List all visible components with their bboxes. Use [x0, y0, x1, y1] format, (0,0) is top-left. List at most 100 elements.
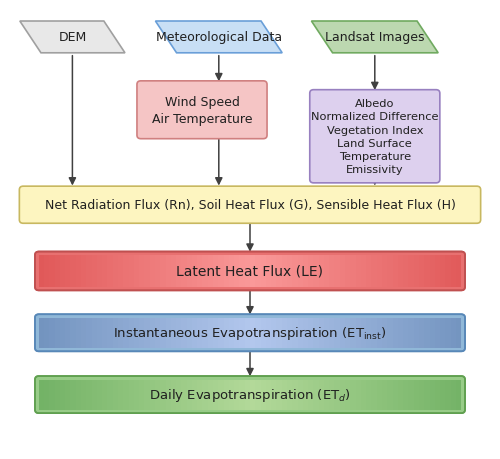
- FancyBboxPatch shape: [276, 380, 281, 410]
- FancyBboxPatch shape: [408, 256, 414, 287]
- FancyBboxPatch shape: [86, 318, 92, 348]
- FancyBboxPatch shape: [234, 256, 239, 287]
- FancyBboxPatch shape: [450, 318, 456, 348]
- FancyBboxPatch shape: [430, 318, 435, 348]
- FancyBboxPatch shape: [202, 380, 208, 410]
- Text: Daily Evapotranspiration (ET$_{d}$): Daily Evapotranspiration (ET$_{d}$): [149, 386, 351, 403]
- FancyBboxPatch shape: [318, 318, 324, 348]
- FancyBboxPatch shape: [128, 256, 134, 287]
- FancyBboxPatch shape: [287, 318, 292, 348]
- FancyBboxPatch shape: [266, 318, 271, 348]
- FancyBboxPatch shape: [414, 256, 419, 287]
- FancyBboxPatch shape: [124, 380, 128, 410]
- FancyBboxPatch shape: [240, 256, 244, 287]
- FancyBboxPatch shape: [208, 380, 213, 410]
- FancyBboxPatch shape: [376, 256, 382, 287]
- Text: Net Radiation Flux (Rn), Soil Heat Flux (G), Sensible Heat Flux (H): Net Radiation Flux (Rn), Soil Heat Flux …: [44, 199, 456, 212]
- FancyBboxPatch shape: [382, 380, 388, 410]
- FancyBboxPatch shape: [182, 380, 186, 410]
- Text: DEM: DEM: [58, 31, 86, 45]
- Polygon shape: [156, 22, 282, 54]
- FancyBboxPatch shape: [208, 256, 213, 287]
- FancyBboxPatch shape: [266, 380, 271, 410]
- FancyBboxPatch shape: [70, 380, 76, 410]
- FancyBboxPatch shape: [176, 318, 182, 348]
- FancyBboxPatch shape: [350, 318, 356, 348]
- FancyBboxPatch shape: [160, 380, 166, 410]
- FancyBboxPatch shape: [35, 314, 465, 352]
- FancyBboxPatch shape: [376, 380, 382, 410]
- FancyBboxPatch shape: [308, 380, 314, 410]
- FancyBboxPatch shape: [310, 90, 440, 184]
- FancyBboxPatch shape: [292, 256, 298, 287]
- FancyBboxPatch shape: [440, 380, 446, 410]
- FancyBboxPatch shape: [112, 256, 118, 287]
- FancyBboxPatch shape: [456, 256, 461, 287]
- FancyBboxPatch shape: [345, 318, 350, 348]
- FancyBboxPatch shape: [81, 380, 86, 410]
- FancyBboxPatch shape: [440, 256, 446, 287]
- FancyBboxPatch shape: [340, 256, 345, 287]
- FancyBboxPatch shape: [308, 318, 314, 348]
- FancyBboxPatch shape: [155, 380, 160, 410]
- FancyBboxPatch shape: [366, 380, 372, 410]
- FancyBboxPatch shape: [60, 380, 65, 410]
- FancyBboxPatch shape: [192, 256, 197, 287]
- FancyBboxPatch shape: [108, 380, 112, 410]
- FancyBboxPatch shape: [282, 380, 287, 410]
- FancyBboxPatch shape: [282, 318, 287, 348]
- FancyBboxPatch shape: [65, 380, 70, 410]
- FancyBboxPatch shape: [76, 318, 81, 348]
- FancyBboxPatch shape: [334, 318, 340, 348]
- FancyBboxPatch shape: [318, 256, 324, 287]
- FancyBboxPatch shape: [388, 318, 392, 348]
- FancyBboxPatch shape: [54, 318, 60, 348]
- FancyBboxPatch shape: [403, 256, 408, 287]
- FancyBboxPatch shape: [144, 380, 150, 410]
- FancyBboxPatch shape: [39, 380, 44, 410]
- FancyBboxPatch shape: [118, 380, 124, 410]
- FancyBboxPatch shape: [197, 318, 202, 348]
- FancyBboxPatch shape: [446, 256, 450, 287]
- FancyBboxPatch shape: [192, 318, 197, 348]
- FancyBboxPatch shape: [134, 318, 139, 348]
- FancyBboxPatch shape: [430, 256, 435, 287]
- FancyBboxPatch shape: [224, 256, 229, 287]
- FancyBboxPatch shape: [108, 256, 112, 287]
- FancyBboxPatch shape: [229, 318, 234, 348]
- FancyBboxPatch shape: [435, 256, 440, 287]
- FancyBboxPatch shape: [240, 318, 244, 348]
- FancyBboxPatch shape: [166, 318, 171, 348]
- FancyBboxPatch shape: [144, 256, 150, 287]
- FancyBboxPatch shape: [112, 380, 118, 410]
- FancyBboxPatch shape: [318, 380, 324, 410]
- FancyBboxPatch shape: [234, 318, 239, 348]
- FancyBboxPatch shape: [118, 256, 124, 287]
- FancyBboxPatch shape: [70, 256, 76, 287]
- FancyBboxPatch shape: [345, 256, 350, 287]
- FancyBboxPatch shape: [414, 318, 419, 348]
- FancyBboxPatch shape: [446, 380, 450, 410]
- FancyBboxPatch shape: [392, 256, 398, 287]
- FancyBboxPatch shape: [128, 318, 134, 348]
- FancyBboxPatch shape: [102, 318, 108, 348]
- FancyBboxPatch shape: [314, 256, 318, 287]
- FancyBboxPatch shape: [271, 380, 276, 410]
- FancyBboxPatch shape: [166, 256, 171, 287]
- FancyBboxPatch shape: [134, 380, 139, 410]
- FancyBboxPatch shape: [97, 380, 102, 410]
- FancyBboxPatch shape: [50, 318, 54, 348]
- FancyBboxPatch shape: [260, 380, 266, 410]
- FancyBboxPatch shape: [244, 380, 250, 410]
- FancyBboxPatch shape: [303, 256, 308, 287]
- FancyBboxPatch shape: [276, 256, 281, 287]
- FancyBboxPatch shape: [234, 380, 239, 410]
- FancyBboxPatch shape: [197, 380, 202, 410]
- FancyBboxPatch shape: [403, 318, 408, 348]
- FancyBboxPatch shape: [186, 256, 192, 287]
- FancyBboxPatch shape: [118, 318, 124, 348]
- FancyBboxPatch shape: [314, 380, 318, 410]
- FancyBboxPatch shape: [202, 256, 208, 287]
- FancyBboxPatch shape: [182, 318, 186, 348]
- FancyBboxPatch shape: [392, 380, 398, 410]
